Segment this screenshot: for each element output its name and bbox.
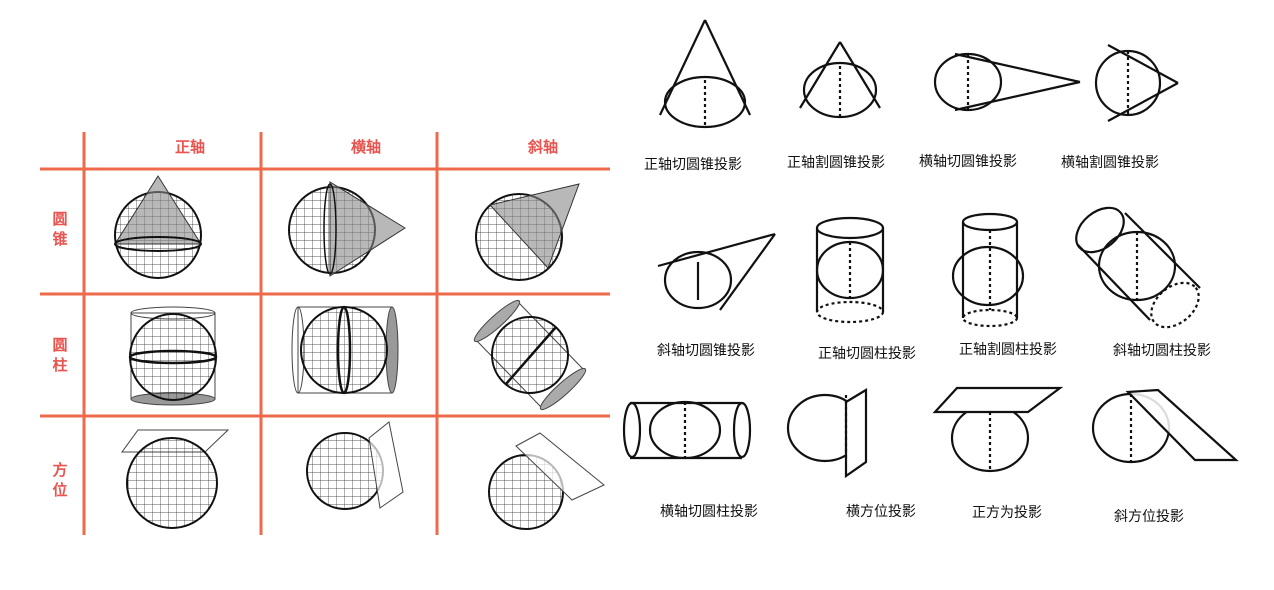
diagram-normal-secant-cylinder xyxy=(951,212,1025,328)
col-header-transverse: 横轴 xyxy=(350,138,381,156)
caption-normal-tangent-cylinder: 正轴切圆柱投影 xyxy=(818,346,916,362)
globe-transverse-azimuthal xyxy=(306,421,404,510)
diagram-oblique-tangent-cylinder xyxy=(1075,206,1201,329)
row-header-cone: 圆 锥 xyxy=(52,210,68,248)
row-header-azimuthal: 方 位 xyxy=(52,461,68,499)
diagram-normal-secant-cone xyxy=(799,41,881,119)
caption-normal-tangent-cone: 正轴切圆锥投影 xyxy=(644,157,742,173)
diagram-transverse-secant-cone xyxy=(1094,44,1179,122)
globe-normal-azimuthal xyxy=(121,429,230,529)
table-grid xyxy=(40,132,610,535)
diagram-oblique-tangent-cone xyxy=(657,232,776,311)
caption-oblique-tangent-cylinder: 斜轴切圆柱投影 xyxy=(1113,343,1211,359)
globe-normal-cone xyxy=(114,175,202,279)
caption-transverse-tangent-cone: 横轴切圆锥投影 xyxy=(919,154,1017,170)
diagram-oblique-azimuthal xyxy=(1091,388,1239,464)
globe-oblique-cylinder xyxy=(473,299,587,411)
diagram-transverse-tangent-cylinder xyxy=(622,400,752,460)
globe-normal-cylinder xyxy=(128,306,218,406)
caption-oblique-tangent-cone: 斜轴切圆锥投影 xyxy=(657,343,755,359)
col-header-normal: 正轴 xyxy=(174,138,205,156)
caption-normal-secant-cylinder: 正轴割圆柱投影 xyxy=(959,342,1057,358)
globe-oblique-cone xyxy=(475,183,580,281)
caption-normal-secant-cone: 正轴割圆锥投影 xyxy=(787,155,885,171)
diagram-normal-tangent-cylinder xyxy=(815,216,885,324)
globe-transverse-cone xyxy=(288,181,406,277)
diagram-transverse-tangent-cone xyxy=(933,52,1081,112)
diagram-normal-azimuthal xyxy=(932,386,1064,473)
diagram-normal-tangent-cone xyxy=(659,19,751,129)
row-header-cylinder: 圆 柱 xyxy=(52,336,68,374)
diagram-transverse-azimuthal xyxy=(786,388,868,479)
globe-transverse-cylinder xyxy=(291,305,399,395)
caption-transverse-tangent-cylinder: 横轴切圆柱投影 xyxy=(660,504,758,520)
caption-normal-azimuthal: 正方为投影 xyxy=(972,505,1042,521)
caption-oblique-azimuthal: 斜方位投影 xyxy=(1114,509,1184,525)
caption-transverse-azimuthal: 横方位投影 xyxy=(846,504,916,520)
caption-transverse-secant-cone: 横轴割圆锥投影 xyxy=(1061,155,1159,171)
globe-oblique-azimuthal xyxy=(488,432,605,530)
col-header-oblique: 斜轴 xyxy=(527,138,558,156)
